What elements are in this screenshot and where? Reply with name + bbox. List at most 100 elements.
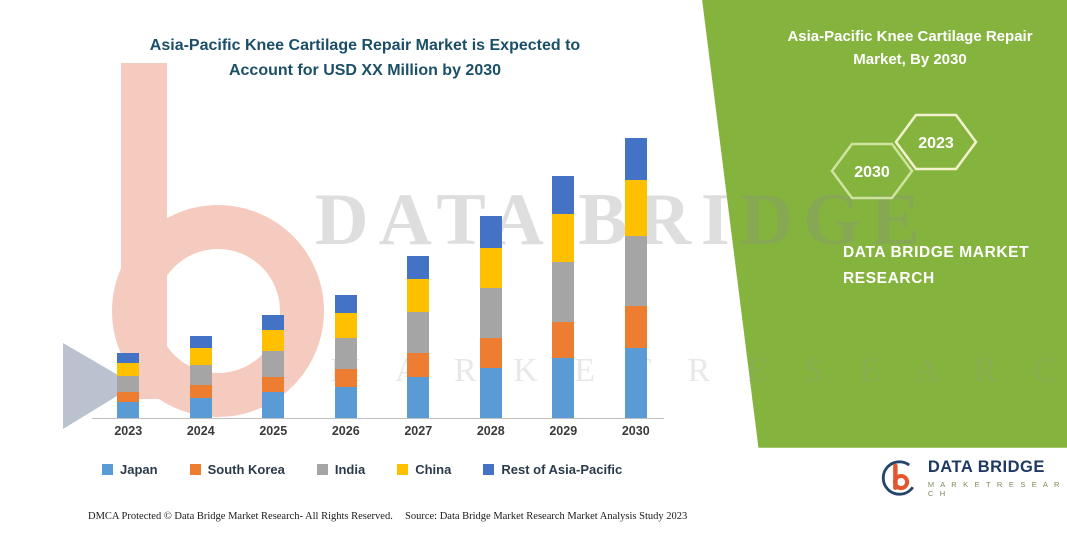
bar-segment-south-korea	[117, 392, 140, 402]
legend-swatch	[397, 464, 409, 475]
brand-tagline: M A R K E T R E S E A R C H	[927, 480, 1062, 498]
bar-segment-india	[407, 312, 430, 353]
x-tick-label-2026: 2026	[331, 424, 360, 438]
bar-segment-rest-of-asia-pacific	[552, 176, 575, 214]
dmca-notice: DMCA Protected © Data Bridge Market Rese…	[88, 511, 393, 522]
bar-segment-rest-of-asia-pacific	[407, 256, 430, 279]
bar-segment-south-korea	[334, 369, 357, 387]
chart-legend: Japan South Korea India China Rest of Asia-P…	[102, 462, 622, 477]
x-tick-label-2029: 2029	[549, 424, 578, 438]
legend-label: China	[415, 462, 452, 477]
stacked-bar-2026	[334, 295, 357, 418]
side-panel-brand: DATA BRIDGE MARKET RESEARCH	[843, 240, 1029, 293]
bar-segment-india	[189, 365, 212, 385]
bar-segment-china	[552, 214, 575, 262]
bar-segment-india	[552, 262, 575, 322]
source-note: Source: Data Bridge Market Research Mark…	[405, 511, 688, 522]
logo-bowl-shape	[112, 205, 324, 417]
side-panel-brand-line1: DATA BRIDGE MARKET	[843, 244, 1030, 261]
bar-segment-japan	[479, 368, 502, 418]
bar-segment-india	[624, 236, 647, 306]
legend-label: Japan	[120, 462, 158, 477]
x-tick-label-2027: 2027	[404, 424, 433, 438]
watermark-market-research: M A R K E T R E S E A R C H	[330, 352, 1067, 389]
bar-segment-rest-of-asia-pacific	[624, 138, 647, 180]
logo-blue-ring	[881, 460, 918, 496]
data-bridge-logo-watermark	[63, 63, 324, 429]
stacked-bar-2028	[479, 216, 502, 418]
brand-text: DATA BRIDGE M A R K E T R E S E A R C H	[928, 458, 1067, 498]
bar-segment-japan	[262, 392, 285, 418]
bar-segment-japan	[407, 377, 430, 418]
legend-item-rest-of-asia-pacific: Rest of Asia-Pacific	[483, 462, 622, 477]
bar-segment-south-korea	[479, 338, 502, 368]
bar-segment-china	[117, 363, 140, 376]
logo-blue-wedge-shape	[63, 343, 135, 429]
legend-item-japan: Japan	[102, 462, 158, 477]
x-tick-label-2023: 2023	[114, 424, 143, 438]
hexagon-2030-label: 2030	[854, 164, 890, 181]
bar-segment-south-korea	[189, 385, 212, 398]
x-tick-label-2030: 2030	[621, 424, 650, 438]
hexagon-2023-label: 2023	[918, 135, 954, 152]
bar-segment-india	[117, 376, 140, 392]
page-title-line1: Asia-Pacific Knee Cartilage Repair Marke…	[149, 37, 581, 54]
x-axis-line	[92, 418, 664, 419]
stacked-bar-2030	[624, 138, 647, 418]
bar-segment-south-korea	[407, 353, 430, 377]
bar-segment-rest-of-asia-pacific	[479, 216, 502, 248]
year-hexagons: 2030 2023	[830, 113, 978, 200]
stacked-bar-2027	[407, 256, 430, 418]
bar-segment-china	[189, 348, 212, 365]
stacked-bar-chart: 2023 2024 2025 2026 2027 2028 2029 2030	[92, 100, 672, 445]
legend-swatch	[189, 464, 201, 475]
legend-item-south-korea: South Korea	[189, 462, 285, 477]
legend-item-china: China	[397, 462, 451, 477]
legend-label: Rest of Asia-Pacific	[501, 462, 623, 477]
bar-segment-japan	[552, 358, 575, 418]
bar-segment-japan	[189, 398, 212, 418]
bar-segment-japan	[334, 387, 357, 418]
legend-label: South Korea	[207, 462, 285, 477]
bar-segment-india	[262, 351, 285, 377]
hexagon-2023-outline	[894, 113, 978, 171]
bar-segment-south-korea	[624, 306, 647, 348]
bar-segment-south-korea	[552, 322, 575, 358]
logo-stem-shape	[121, 63, 167, 399]
legend-swatch	[483, 464, 495, 475]
bar-segment-japan	[117, 402, 140, 418]
page-title: Asia-Pacific Knee Cartilage Repair Marke…	[130, 34, 600, 84]
bar-segment-china	[407, 279, 430, 312]
data-bridge-logo-icon	[881, 460, 918, 496]
bar-segment-japan	[624, 348, 647, 418]
bar-segment-china	[624, 180, 647, 236]
stacked-bar-2023	[117, 353, 140, 418]
legend-label: India	[334, 462, 366, 477]
stacked-bar-2025	[262, 315, 285, 418]
x-tick-label-2024: 2024	[186, 424, 215, 438]
page-title-line2: Account for USD XX Million by 2030	[228, 61, 502, 79]
bar-segment-china	[334, 313, 357, 338]
data-bridge-logo: DATA BRIDGE M A R K E T R E S E A R C H	[880, 456, 1067, 500]
green-side-panel	[702, 0, 1067, 448]
logo-b-bowl	[892, 473, 910, 491]
stacked-bar-2024	[189, 336, 212, 418]
bar-segment-india	[479, 288, 502, 338]
bar-segment-rest-of-asia-pacific	[262, 315, 285, 330]
side-panel-brand-line2: RESEARCH	[843, 270, 935, 288]
x-tick-label-2025: 2025	[259, 424, 288, 438]
bar-segment-rest-of-asia-pacific	[117, 353, 140, 363]
legend-item-india: India	[316, 462, 366, 477]
bar-segment-rest-of-asia-pacific	[189, 336, 212, 348]
side-panel-heading: Asia-Pacific Knee Cartilage Repair Marke…	[787, 28, 1033, 68]
watermark-data-bridge: DATA BRIDGE	[315, 179, 931, 261]
bar-segment-china	[479, 248, 502, 288]
x-tick-label-2028: 2028	[476, 424, 505, 438]
legend-swatch	[102, 464, 113, 475]
stacked-bar-2029	[552, 176, 575, 418]
hexagon-2030-outline	[830, 142, 914, 200]
bar-segment-south-korea	[262, 377, 285, 392]
bar-segment-china	[262, 330, 285, 351]
brand-name: DATA BRIDGE	[927, 458, 1045, 476]
